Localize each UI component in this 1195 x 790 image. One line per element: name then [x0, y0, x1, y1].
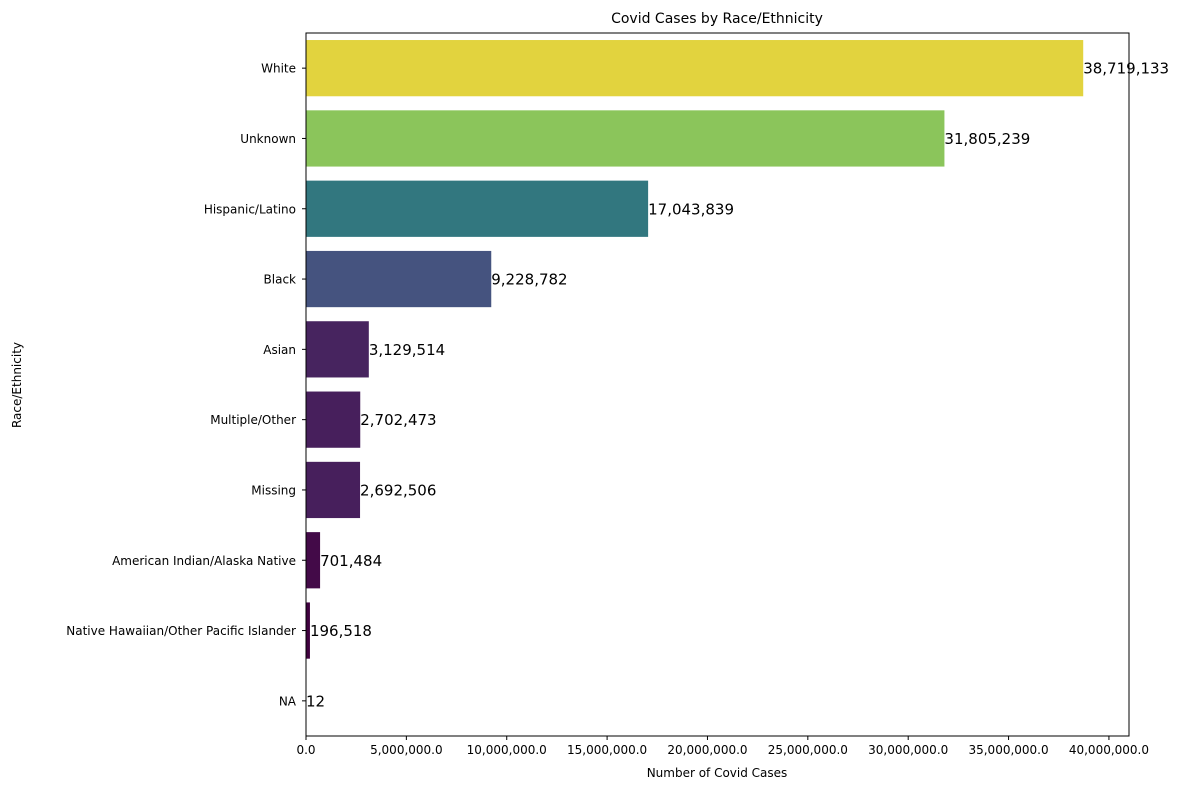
x-tick-label: 25,000,000.0 — [768, 743, 848, 757]
x-tick-label: 30,000,000.0 — [868, 743, 948, 757]
x-tick-label: 5,000,000.0 — [370, 743, 443, 757]
bar-value-label: 3,129,514 — [369, 341, 445, 359]
bar — [306, 532, 321, 589]
x-tick-label: 10,000,000.0 — [467, 743, 547, 757]
plot-frame — [305, 32, 1130, 737]
x-tick-label: 15,000,000.0 — [567, 743, 647, 757]
bar — [306, 461, 361, 519]
y-tick-label: Hispanic/Latino — [204, 202, 296, 216]
bar — [306, 110, 945, 167]
bar — [306, 391, 361, 448]
x-axis: 0.0 5,000,000.0 10,000,000.0 15,000,000.0 20… — [296, 736, 1149, 757]
bar-value-label: 17,043,839 — [648, 200, 734, 218]
bar-value-label: 196,518 — [310, 622, 372, 640]
chart-title: Covid Cases by Race/Ethnicity — [611, 11, 823, 27]
bar-value-label: 38,719,133 — [1083, 60, 1169, 78]
bar-value-label: 9,228,782 — [491, 271, 567, 289]
bar — [306, 180, 649, 237]
x-tick-label: 20,000,000.0 — [667, 743, 747, 757]
y-tick-label: Multiple/Other — [210, 413, 296, 427]
bars-group — [306, 40, 1084, 729]
y-tick-label: Native Hawaiian/Other Pacific Islander — [66, 624, 296, 638]
x-tick-label: 40,000,000.0 — [1069, 743, 1149, 757]
y-axis-label: Race/Ethnicity — [10, 342, 24, 428]
bar-value-label: 2,702,473 — [360, 411, 436, 429]
value-labels-group: 38,719,133 31,805,239 17,043,839 9,228,782 3… — [306, 60, 1169, 711]
bar-value-label: 701,484 — [320, 552, 382, 570]
y-tick-label: Unknown — [240, 132, 296, 146]
y-tick-label: American Indian/Alaska Native — [112, 554, 296, 568]
bar — [306, 602, 310, 659]
bar-value-label: 12 — [306, 692, 325, 710]
bar — [306, 40, 1084, 97]
bar-value-label: 31,805,239 — [944, 130, 1030, 148]
y-tick-label: Missing — [251, 483, 296, 497]
x-axis-label: Number of Covid Cases — [647, 766, 788, 780]
y-axis: White Unknown Hispanic/Latino Black Asian Mul… — [66, 62, 306, 708]
y-tick-label: Black — [264, 273, 297, 287]
bar-value-label: 2,692,506 — [360, 481, 436, 499]
x-tick-label: 35,000,000.0 — [968, 743, 1048, 757]
bar — [306, 321, 369, 378]
y-tick-label: Asian — [263, 343, 296, 357]
y-tick-label: NA — [279, 694, 297, 708]
bar — [306, 250, 492, 308]
x-tick-label: 0.0 — [296, 743, 315, 757]
y-tick-label: White — [261, 62, 296, 76]
